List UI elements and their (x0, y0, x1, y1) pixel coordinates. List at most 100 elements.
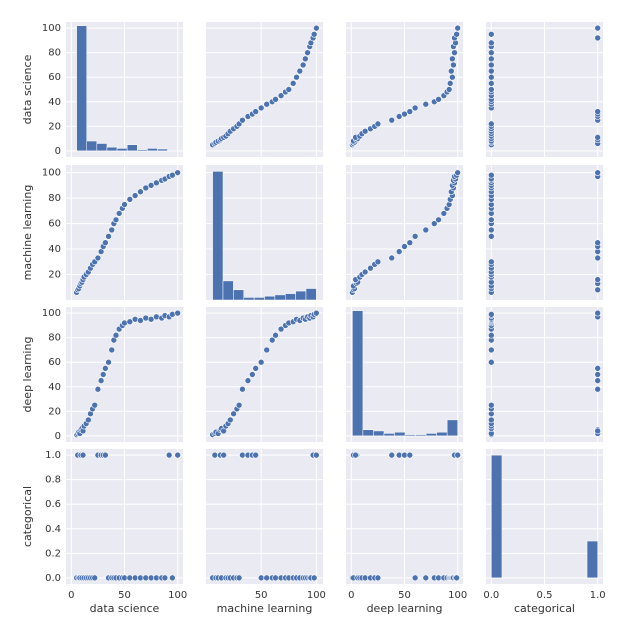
scatter-point (220, 451, 227, 459)
histogram-bar (305, 288, 317, 301)
histogram-bar (415, 434, 427, 437)
scatter-point (446, 80, 454, 87)
scatter-point (406, 451, 414, 459)
y-tick-label: 0.2 (45, 548, 61, 559)
scatter-point (94, 385, 102, 393)
scatter-point (263, 100, 271, 108)
scatter-point (244, 377, 252, 384)
scatter-point (313, 309, 320, 317)
scatter-point (108, 346, 116, 354)
scatter-point (299, 61, 307, 69)
scatter-point (395, 113, 403, 120)
scatter-point (310, 574, 318, 582)
scatter-point (105, 358, 112, 366)
scatter-point (488, 120, 495, 128)
x-tick-label: 0.0 (483, 590, 499, 601)
y-tick-label: 60 (48, 357, 61, 368)
scatter-point (272, 574, 279, 582)
scatter-point (445, 86, 453, 93)
scatter-point (401, 243, 408, 250)
scatter-point (449, 73, 456, 81)
scatter-point (594, 371, 601, 378)
scatter-point (313, 24, 320, 32)
scatter-point (488, 416, 495, 424)
histogram-bar (126, 144, 138, 152)
histogram-bar (233, 289, 244, 301)
histogram-bar (404, 434, 416, 437)
histogram-bar (157, 148, 168, 152)
scatter-point (252, 108, 259, 115)
scatter-point (388, 254, 396, 262)
scatter-point (594, 239, 601, 246)
scatter-point (147, 182, 155, 189)
panel (486, 307, 603, 442)
y-tick-label: 0.6 (45, 499, 61, 510)
scatter-point (112, 331, 120, 339)
scatter-point (401, 110, 408, 118)
x-tick-label: 1.0 (590, 590, 606, 601)
scatter-point (235, 574, 243, 582)
scatter-point (488, 311, 495, 318)
scatter-point (453, 30, 460, 38)
panel-background (206, 165, 323, 300)
histogram-bar (436, 431, 448, 437)
scatter-point (406, 239, 414, 246)
histogram-bar (285, 293, 296, 301)
panel: 0.0 0.5 1.0 categorical (483, 449, 606, 615)
scatter-point (257, 104, 265, 112)
scatter-point (594, 276, 601, 283)
histogram-bar (137, 149, 148, 152)
scatter-point (488, 226, 495, 234)
scatter-point (594, 427, 601, 435)
scatter-point (374, 120, 382, 128)
scatter-point (488, 171, 495, 179)
x-axis-label: deep learning (367, 602, 443, 615)
scatter-point (97, 377, 105, 384)
scatter-point (451, 49, 458, 56)
scatter-point (142, 314, 150, 322)
y-tick-label: 0.4 (45, 524, 61, 535)
scatter-point (422, 226, 430, 234)
panel: 0.0 0.2 0.4 0.6 0.8 1.0 0 50 100 categorical data … (21, 449, 187, 615)
scatter-point (296, 67, 304, 75)
scatter-point (94, 254, 102, 262)
scatter-point (121, 201, 128, 208)
scatter-point (374, 574, 382, 582)
scatter-point (594, 34, 601, 42)
scatter-point (277, 325, 285, 333)
y-tick-label: 40 (48, 382, 61, 393)
scatter-point (310, 30, 318, 38)
y-tick-label: 1.0 (45, 450, 61, 461)
y-tick-label: 80 (48, 48, 61, 59)
scatter-point (454, 169, 461, 176)
histogram-bar (352, 310, 364, 437)
histogram-bar (147, 148, 158, 152)
scatter-point (594, 385, 601, 393)
y-tick-label: 100 (42, 308, 61, 319)
scatter-point (454, 451, 461, 459)
scatter-point (388, 451, 396, 459)
y-tick-label: 60 (48, 72, 61, 83)
scatter-point (79, 451, 87, 459)
y-axis-label: data science (21, 54, 34, 124)
scatter-point (313, 451, 320, 459)
y-tick-label: 100 (42, 168, 61, 179)
scatter-point (430, 220, 438, 227)
y-tick-label: 80 (48, 193, 61, 204)
panel (346, 165, 463, 300)
y-tick-label: 40 (48, 244, 61, 255)
scatter-point (211, 451, 219, 459)
scatter-point (488, 86, 495, 93)
y-tick-label: 0 (55, 146, 61, 157)
scatter-point (230, 410, 237, 418)
scatter-point (235, 401, 243, 409)
scatter-point (302, 55, 309, 63)
scatter-point (594, 24, 601, 32)
scatter-point (102, 451, 109, 459)
panel (206, 307, 323, 442)
panel (486, 165, 603, 300)
scatter-point (488, 331, 495, 339)
scatter-point (174, 309, 181, 317)
scatter-point (594, 377, 601, 384)
x-axis-label: machine learning (217, 602, 313, 615)
